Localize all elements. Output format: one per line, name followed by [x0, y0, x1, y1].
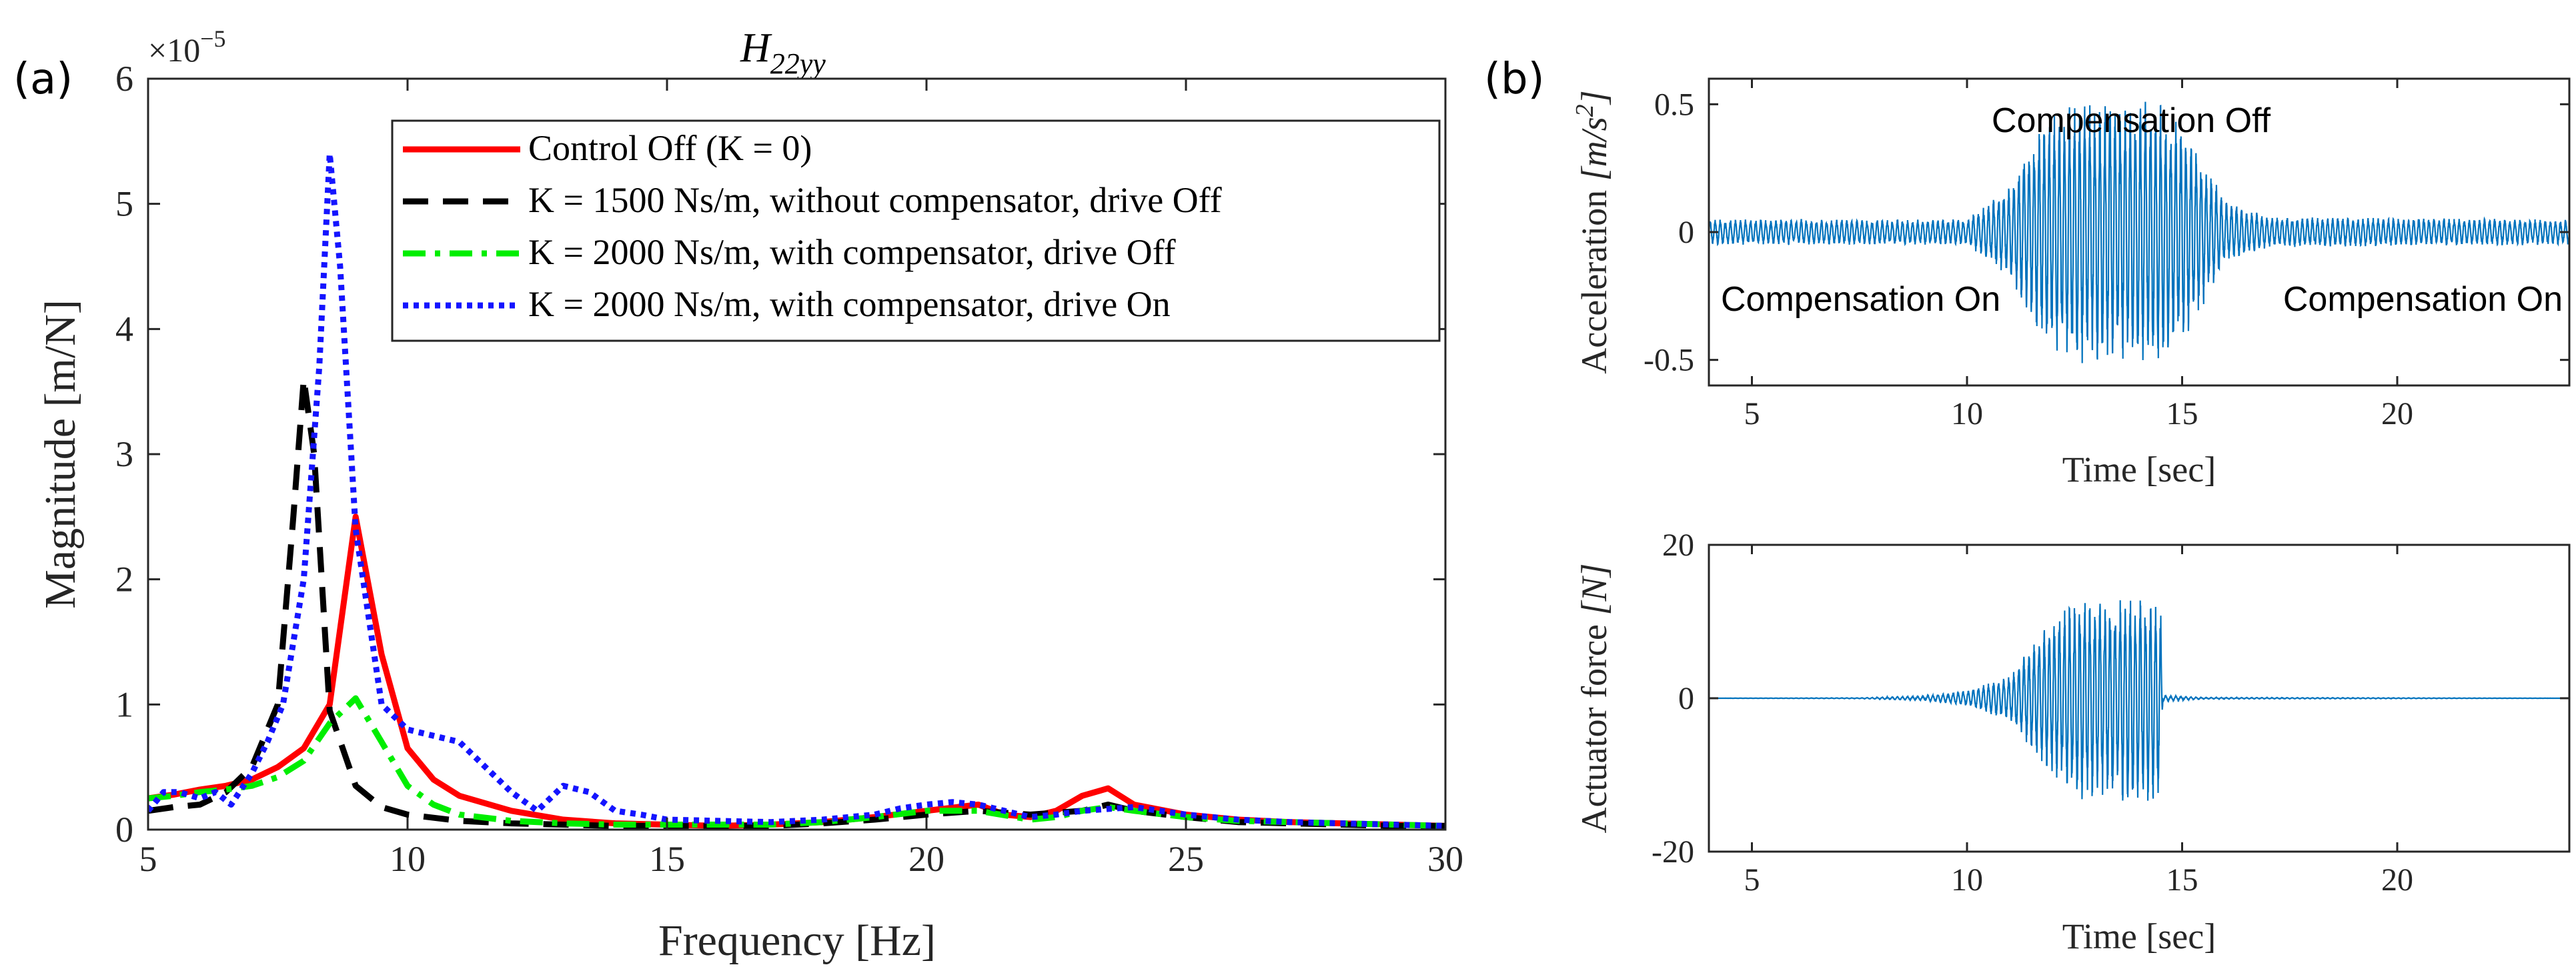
y-tick-label-a: 3 [115, 434, 133, 474]
signal-trace-b-bottom [1709, 600, 2569, 801]
annotation-compensation-off: Compensation Off [1992, 101, 2271, 140]
panel-a-frequency-response: (a) H22yy ×10−5 5 10 15 20 25 30 0 1 2 3 4 5 6 Frequ… [13, 25, 1463, 965]
y-axis-label-b-bottom: Actuator force [N] [1574, 564, 1614, 834]
y-exponent-label: ×10−5 [148, 25, 226, 69]
chart-title-a-main: H [740, 25, 772, 71]
annotation-compensation-on-right: Compensation On [2283, 280, 2563, 319]
y-axis-label-a: Magnitude [m/N] [36, 299, 85, 609]
x-tick-label-a: 5 [139, 839, 157, 879]
x-tick-label-b-top: 15 [2166, 396, 2198, 431]
y-tick-label-a: 4 [115, 309, 133, 349]
y-axis-label-b-top-text: Acceleration [1574, 181, 1614, 373]
y-tick-label-b-top: 0.5 [1654, 87, 1694, 122]
y-axis-label-b-top-unit: [m/s [1574, 117, 1614, 181]
y-tick-label-b-bottom: 0 [1678, 681, 1694, 716]
series-group-a [148, 151, 1445, 829]
acceleration-signal [1709, 101, 2569, 363]
signal-trace-b-top [1709, 101, 2569, 363]
x-tick-label-b-top: 20 [2381, 396, 2413, 431]
y-axis-label-b-bottom-unit: [N] [1574, 564, 1614, 616]
panel-b-actuator-force-plot: 5 10 15 20 -20 0 20 Time [sec] Actuator force … [1574, 528, 2571, 956]
x-tick-label-a: 15 [649, 839, 685, 879]
x-axis-label-b-top: Time [sec] [2062, 449, 2216, 490]
y-exponent-base: ×10 [148, 31, 200, 69]
x-tick-label-a: 10 [390, 839, 426, 879]
legend-entry-k2000-off: K = 2000 Ns/m, with compensator, drive O… [403, 232, 1176, 272]
y-tick-label-a: 5 [115, 184, 133, 224]
ticks-b-top: 5 10 15 20 -0.5 0 0.5 [1644, 79, 2569, 431]
y-axis-label-b-top-power: 2 [1571, 104, 1599, 117]
y-axis-label-b-top-end: ] [1574, 90, 1614, 105]
y-tick-label-a: 6 [115, 59, 133, 99]
panel-b-time-response: (b) 5 10 15 20-0.500.5 Compensation Off Com… [1484, 55, 2571, 956]
x-tick-label-b-bottom: 20 [2381, 862, 2413, 898]
y-tick-label-b-bottom: 20 [1662, 528, 1694, 563]
x-tick-label-b-bottom: 5 [1744, 862, 1760, 898]
series-line-3 [148, 151, 1445, 829]
x-tick-label-a: 20 [908, 839, 944, 879]
chart-title-a-sub: 22yy [770, 47, 826, 80]
y-tick-label-b-top: -0.5 [1644, 343, 1694, 378]
x-tick-label-b-bottom: 10 [1951, 862, 1983, 898]
y-tick-label-a: 0 [115, 810, 133, 850]
y-axis-label-b-bottom-text: Actuator force [1574, 616, 1614, 834]
legend-label-control-off: Control Off (K = 0) [528, 128, 812, 168]
legend-label-k2000-off: K = 2000 Ns/m, with compensator, drive O… [528, 232, 1176, 272]
panel-b-acceleration-plot: 5 10 15 20 -0.5 0 0.5 Compensation Off Compens… [1571, 77, 2571, 490]
legend-entry-control-off: Control Off (K = 0) [403, 128, 812, 168]
y-exponent-power: −5 [200, 25, 225, 52]
annotation-compensation-on-left: Compensation On [1721, 280, 2000, 319]
y-tick-label-b-bottom: -20 [1652, 834, 1694, 870]
axes-box-a [147, 77, 1447, 831]
legend-box [391, 119, 1441, 342]
x-axis-label-a: Frequency [Hz] [658, 916, 936, 965]
ticks-a: 5 10 15 20 25 30 0 1 2 3 4 5 6 [115, 59, 1463, 879]
axes-box-b-bottom [1708, 544, 2571, 853]
legend-entry-k2000-on: K = 2000 Ns/m, with compensator, drive O… [403, 284, 1171, 324]
x-tick-label-b-bottom: 15 [2166, 862, 2198, 898]
axes-box-b-top [1708, 77, 2571, 387]
x-tick-label-a: 30 [1427, 839, 1463, 879]
legend-entry-k1500: K = 1500 Ns/m, without compensator, driv… [403, 180, 1222, 220]
legend-label-k2000-on: K = 2000 Ns/m, with compensator, drive O… [528, 284, 1171, 324]
x-tick-label-b-top: 10 [1951, 396, 1983, 431]
panel-label-b: (b) [1484, 55, 1545, 104]
y-tick-label-b-top: 0 [1678, 215, 1694, 250]
y-axis-label-b-top: Acceleration [m/s2] [1571, 90, 1614, 373]
y-tick-label-a: 1 [115, 684, 133, 724]
ticks-b-bottom: 5 10 15 20 -20 0 20 [1652, 528, 2569, 898]
legend-label-k1500: K = 1500 Ns/m, without compensator, driv… [528, 180, 1222, 220]
series-line-2 [148, 695, 1445, 829]
actuator-force-signal [1709, 600, 2569, 801]
x-tick-label-a: 25 [1168, 839, 1204, 879]
legend-a: Control Off (K = 0) K = 1500 Ns/m, witho… [391, 119, 1441, 342]
panel-label-a: (a) [13, 55, 73, 104]
x-axis-label-b-bottom: Time [sec] [2062, 916, 2216, 956]
chart-title-a: H22yy [740, 25, 826, 80]
x-tick-label-b-top: 5 [1744, 396, 1760, 431]
y-tick-label-a: 2 [115, 560, 133, 600]
